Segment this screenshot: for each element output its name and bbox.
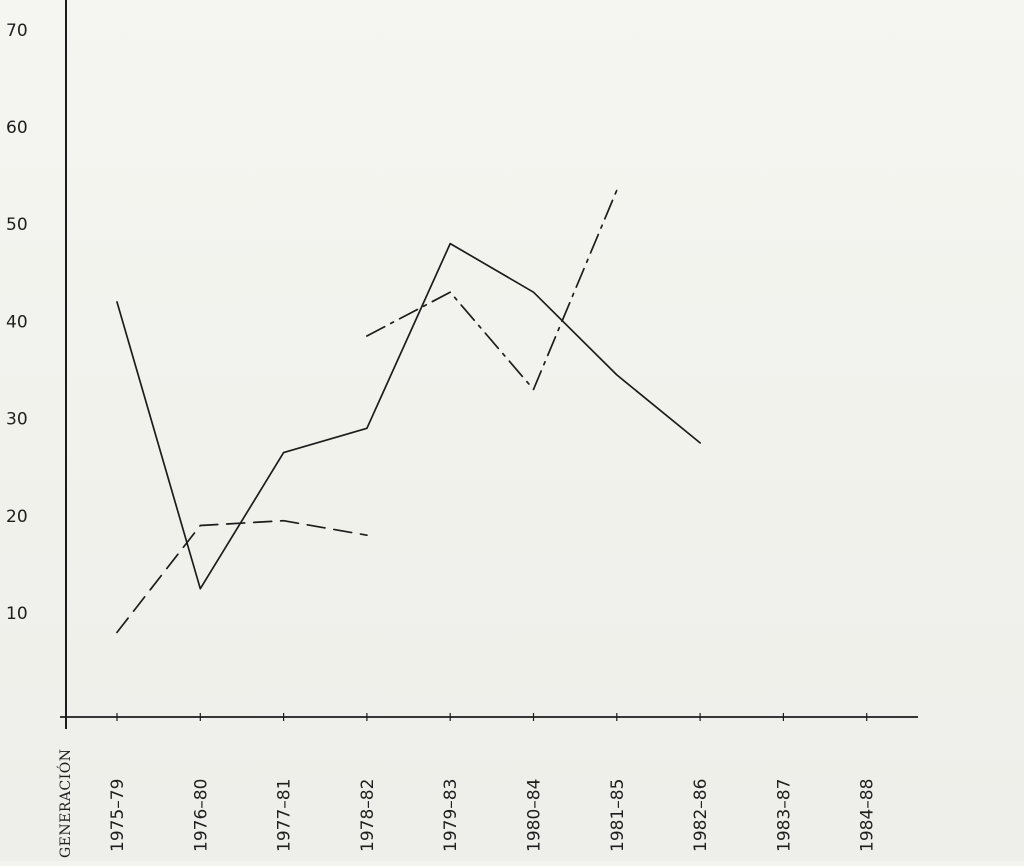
x-axis-title: GENERACIÓN bbox=[56, 749, 74, 859]
x-tick-label: 1976–80 bbox=[191, 779, 211, 852]
data-point bbox=[283, 520, 285, 522]
x-tick-labels: 1975–79 1976–80 1977–81 1978–82 1979–83 1980–… bbox=[108, 713, 878, 852]
x-tick-label: 1980–84 bbox=[525, 779, 545, 852]
data-point bbox=[532, 388, 535, 391]
data-point bbox=[199, 524, 201, 527]
data-point bbox=[366, 427, 368, 429]
y-tick-label: 70 bbox=[6, 21, 28, 41]
x-tick-label: 1978–82 bbox=[358, 779, 378, 852]
x-tick-label: 1983–87 bbox=[774, 779, 794, 852]
series-line-dashed bbox=[116, 519, 368, 634]
data-point bbox=[283, 452, 285, 454]
series-line-solid bbox=[116, 242, 701, 590]
y-tick-label: 10 bbox=[6, 604, 28, 624]
y-tick-labels: 10 20 30 40 50 60 70 bbox=[6, 21, 28, 624]
y-tick-label: 50 bbox=[6, 215, 28, 235]
x-tick-label: 1981–85 bbox=[608, 779, 628, 852]
data-point bbox=[616, 374, 618, 376]
data-point bbox=[449, 243, 451, 245]
y-tick-label: 20 bbox=[6, 507, 28, 527]
data-point bbox=[366, 335, 368, 337]
x-tick-label: 1977–81 bbox=[275, 779, 295, 852]
data-point bbox=[199, 588, 201, 590]
data-point bbox=[116, 301, 118, 303]
y-tick-label: 30 bbox=[6, 410, 28, 430]
data-series bbox=[116, 189, 701, 634]
x-tick-label: 1982–86 bbox=[691, 779, 711, 852]
x-tick-label: 1984–88 bbox=[858, 779, 878, 852]
data-point bbox=[616, 189, 618, 191]
chart-axes bbox=[60, 0, 918, 729]
x-tick-label: 1975–79 bbox=[108, 779, 128, 852]
data-point bbox=[449, 291, 451, 293]
y-tick-label: 60 bbox=[6, 118, 28, 138]
x-tick-label: 1979–83 bbox=[441, 779, 461, 852]
data-point bbox=[116, 631, 118, 634]
series-line-dash-dot bbox=[366, 189, 618, 391]
data-point bbox=[699, 442, 701, 444]
data-point bbox=[366, 534, 368, 536]
y-tick-label: 40 bbox=[6, 312, 28, 332]
data-point bbox=[532, 291, 535, 293]
